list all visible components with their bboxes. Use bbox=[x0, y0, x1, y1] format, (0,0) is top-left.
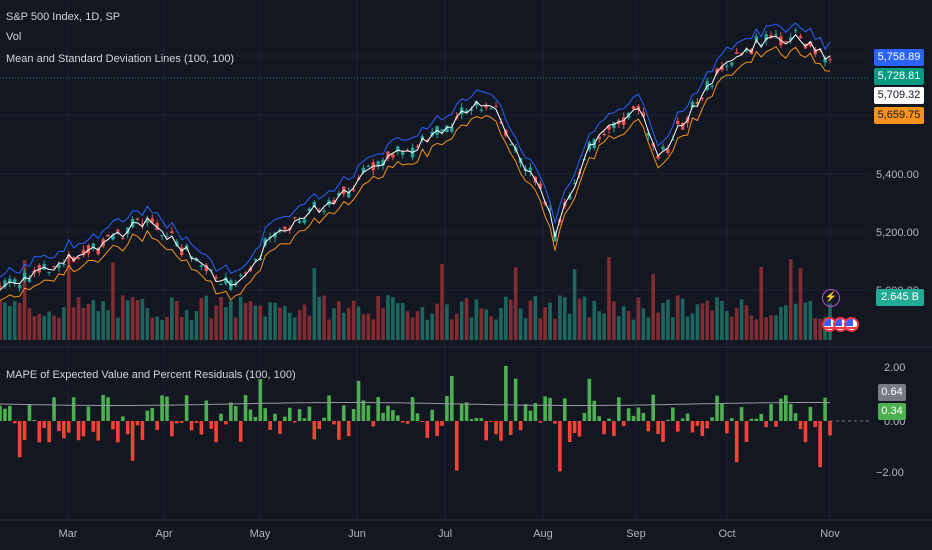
month-label: Jun bbox=[348, 528, 366, 540]
lower-tick-neg2: −2.00 bbox=[876, 467, 904, 479]
indicator-legend[interactable]: Mean and Standard Deviation Lines (100, … bbox=[6, 53, 235, 65]
close-price-tag: 5,728.81 bbox=[874, 68, 924, 85]
month-label: Oct bbox=[718, 528, 736, 540]
lightning-icon[interactable]: ⚡ bbox=[822, 289, 840, 307]
month-label: Aug bbox=[533, 528, 553, 540]
month-label: Apr bbox=[155, 528, 173, 540]
month-label: May bbox=[249, 528, 271, 540]
lower-tick-2: 2.00 bbox=[884, 362, 906, 374]
month-label: Sep bbox=[626, 528, 646, 540]
month-label: Mar bbox=[58, 528, 78, 540]
price-tick-5400: 5,400.00 bbox=[876, 169, 919, 181]
chart-title: S&P 500 Index, 1D, SP bbox=[6, 11, 121, 23]
lower-indicator-legend[interactable]: MAPE of Expected Value and Percent Resid… bbox=[6, 369, 296, 381]
volume-legend[interactable]: Vol bbox=[6, 31, 22, 43]
us-flag-icon[interactable] bbox=[844, 317, 859, 332]
residual-tag: 0.34 bbox=[878, 403, 906, 420]
price-tick-5200: 5,200.00 bbox=[876, 227, 919, 239]
volume-tag: 2.645 B bbox=[876, 289, 924, 306]
lower-band-price-tag: 5,659.75 bbox=[874, 107, 924, 124]
month-label: Jul bbox=[437, 528, 453, 540]
mape-tag: 0.64 bbox=[878, 384, 906, 401]
month-label: Nov bbox=[820, 528, 840, 540]
mean-price-tag: 5,709.32 bbox=[874, 87, 924, 104]
upper-band-price-tag: 5,758.89 bbox=[874, 49, 924, 66]
